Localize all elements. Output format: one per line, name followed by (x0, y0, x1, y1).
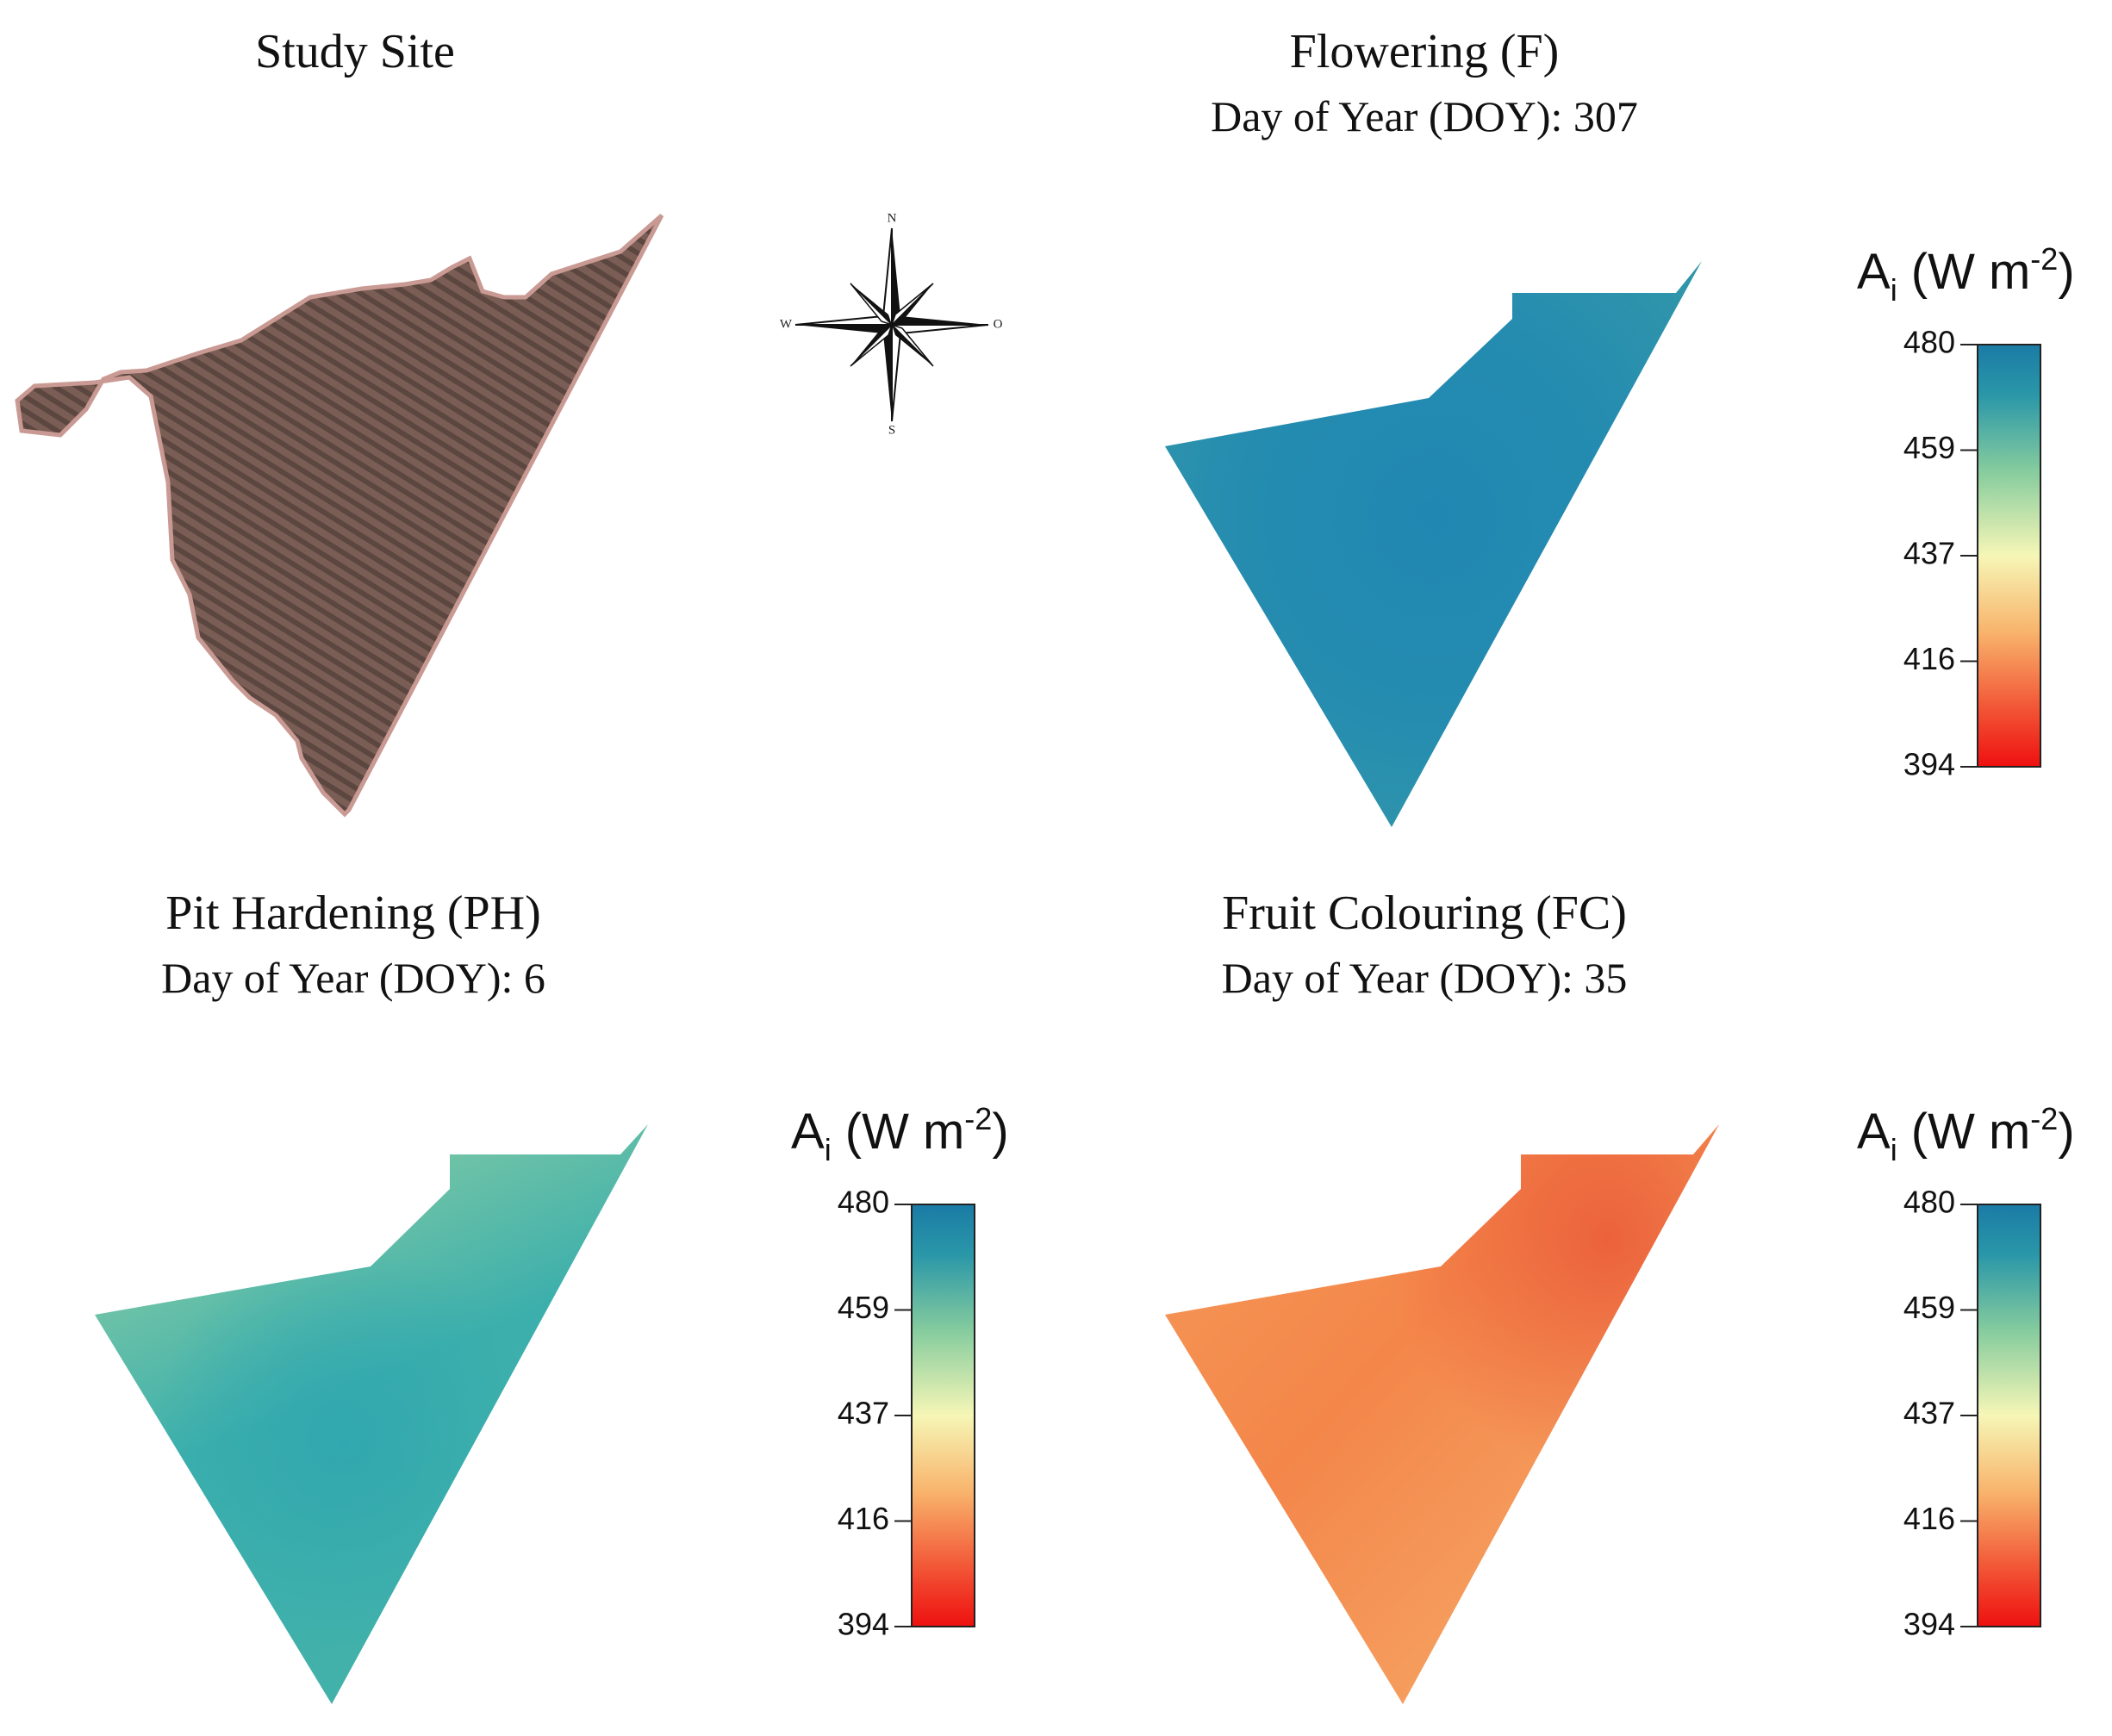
flowering-legend-title: Ai (W m-2) (1857, 241, 2075, 308)
legend-title-subscript: i (825, 1132, 832, 1167)
flowering-ai-map (1165, 261, 1702, 827)
pit-hardening-legend-tick-label: 416 (838, 1501, 889, 1536)
legend-title-superscript: -2 (964, 1101, 992, 1136)
pit-hardening-legend: Ai (W m-2) 480 459 437 416 394 (791, 1101, 1009, 1642)
legend-title-close: ) (2058, 244, 2074, 300)
legend-title-units: (W m (832, 1104, 965, 1160)
flowering-legend: Ai (W m-2) 480 459 437 416 394 (1857, 241, 2075, 782)
legend-title-subscript: i (1891, 1132, 1897, 1167)
flowering-legend-tick-label: 394 (1903, 747, 1955, 782)
legend-title-symbol: A (1857, 1104, 1891, 1160)
legend-title-subscript: i (1891, 272, 1897, 308)
legend-title-close: ) (2058, 1104, 2074, 1160)
flowering-subtitle: Day of Year (DOY): 307 (1211, 92, 1638, 140)
pit-hardening-panel: Pit Hardening (PH) Day of Year (DOY): 6 (95, 887, 648, 1704)
legend-title-units: (W m (1897, 244, 2031, 300)
pit-hardening-legend-tick-label: 394 (838, 1607, 889, 1642)
flowering-legend-tick-label: 437 (1903, 536, 1955, 571)
legend-title-superscript: -2 (2030, 241, 2058, 277)
fruit-colouring-title: Fruit Colouring (FC) (1222, 887, 1627, 940)
fruit-colouring-legend-tick-label: 480 (1903, 1185, 1955, 1220)
fruit-colouring-legend-tick-label: 394 (1903, 1607, 1955, 1642)
study-site-panel: Study Site (15, 25, 664, 818)
compass-south-label: S (888, 423, 895, 437)
fruit-colouring-legend-tick-label: 437 (1903, 1396, 1955, 1431)
flowering-legend-tick-label: 416 (1903, 641, 1955, 676)
pit-hardening-legend-tick-label: 459 (838, 1290, 889, 1325)
pit-hardening-legend-title: Ai (W m-2) (791, 1101, 1009, 1167)
pit-hardening-ai-map-shading (95, 1124, 648, 1704)
fruit-colouring-ai-map-shading (1165, 1124, 1719, 1704)
compass-north-label: N (888, 211, 897, 225)
pit-hardening-colorbar (911, 1204, 975, 1627)
pit-hardening-legend-tick-label: 480 (838, 1185, 889, 1220)
study-site-aerial-image (15, 214, 664, 818)
flowering-legend-tick-label: 459 (1903, 430, 1955, 465)
fruit-colouring-subtitle: Day of Year (DOY): 35 (1222, 954, 1628, 1002)
legend-title-superscript: -2 (2030, 1101, 2058, 1136)
flowering-title: Flowering (F) (1290, 25, 1560, 78)
flowering-colorbar (1977, 344, 2041, 768)
pit-hardening-title: Pit Hardening (PH) (165, 887, 541, 940)
study-site-title: Study Site (255, 25, 455, 78)
legend-title-symbol: A (1857, 244, 1891, 300)
pit-hardening-legend-tick-label: 437 (838, 1396, 889, 1431)
compass-east-label: O (994, 317, 1003, 331)
legend-title-close: ) (992, 1104, 1008, 1160)
legend-title-symbol: A (791, 1104, 825, 1160)
legend-title-units: (W m (1897, 1104, 2031, 1160)
flowering-legend-tick-label: 480 (1903, 325, 1955, 360)
flowering-panel: Flowering (F) Day of Year (DOY): 307 (1165, 25, 1702, 827)
fruit-colouring-legend-tick-label: 416 (1903, 1501, 1955, 1536)
fruit-colouring-colorbar (1977, 1204, 2041, 1627)
fruit-colouring-legend-title: Ai (W m-2) (1857, 1101, 2075, 1167)
fruit-colouring-legend-tick-label: 459 (1903, 1290, 1955, 1325)
compass-west-label: W (780, 317, 793, 331)
pit-hardening-subtitle: Day of Year (DOY): 6 (161, 954, 545, 1002)
compass-rose: N S W O (780, 211, 1003, 437)
fruit-colouring-panel: Fruit Colouring (FC) Day of Year (DOY): … (1165, 887, 1719, 1704)
fruit-colouring-legend: Ai (W m-2) 480 459 437 416 394 (1857, 1101, 2075, 1642)
